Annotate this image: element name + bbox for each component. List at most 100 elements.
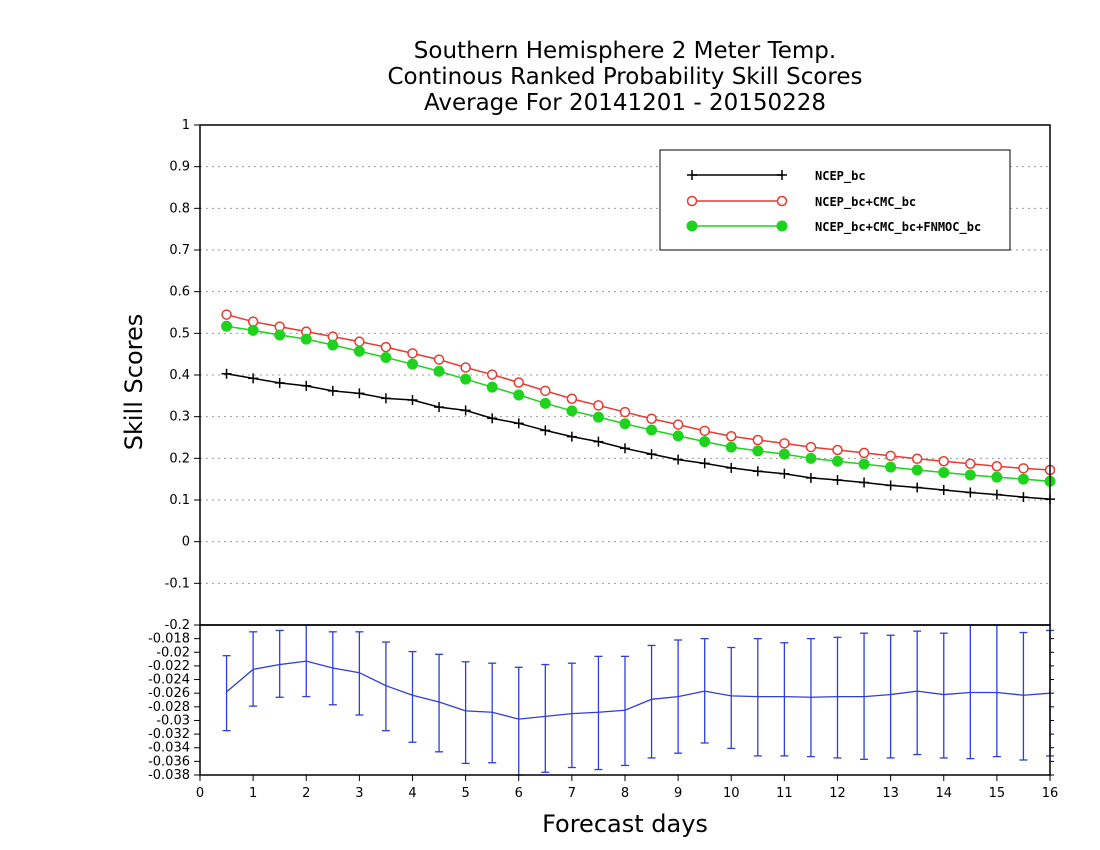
data-point-ncep-cmc-fnmoc: [778, 448, 790, 460]
data-point-ncep-cmc: [380, 341, 392, 353]
x-tick-label: 7: [568, 786, 576, 801]
data-point-ncep: [407, 395, 418, 405]
error-bar: [488, 662, 497, 764]
data-point-ncep: [646, 449, 657, 460]
chart-title-line-3: Average For 20141201 - 20150228: [424, 90, 826, 116]
error-bar: [594, 655, 603, 771]
upper-y-tick-label: 0.3: [169, 410, 190, 425]
data-point-ncep-cmc-fnmoc: [539, 397, 551, 409]
error-bar: [408, 650, 417, 743]
upper-series-group: [221, 309, 1056, 505]
error-bar: [1019, 631, 1028, 761]
data-point-ncep-cmc: [726, 431, 737, 442]
error-bar: [966, 624, 975, 760]
data-point-ncep-cmc: [593, 400, 604, 411]
error-bar: [435, 653, 444, 753]
x-tick-label: 2: [302, 786, 310, 801]
data-point-ncep-cmc: [354, 336, 365, 347]
data-point-ncep: [1018, 492, 1029, 503]
data-point-ncep: [699, 458, 710, 469]
x-tick-label: 9: [674, 786, 682, 801]
error-bar: [886, 634, 895, 759]
lower-y-tick-label: -0.022: [148, 659, 190, 674]
upper-y-tick-label: 0.8: [169, 201, 190, 216]
data-point-ncep-cmc-fnmoc: [938, 467, 950, 478]
legend-entry-ncep: NCEP_bc: [687, 169, 866, 184]
data-point-ncep-cmc-fnmoc: [964, 469, 976, 481]
x-tick-label: 13: [882, 786, 899, 801]
data-point-ncep-cmc-fnmoc: [885, 461, 897, 473]
data-point-ncep-cmc-fnmoc: [619, 418, 631, 430]
data-point-ncep-cmc-fnmoc: [592, 411, 604, 423]
data-point-ncep: [434, 402, 445, 413]
upper-y-tick-label: 0.1: [169, 493, 190, 508]
chart-title-line-2: Continous Ranked Probability Skill Score…: [387, 64, 862, 90]
data-point-ncep-cmc: [566, 393, 578, 404]
x-tick-label: 6: [515, 786, 523, 801]
data-point-ncep-cmc-fnmoc: [725, 441, 737, 453]
y-axis-label: Skill Scores: [120, 314, 148, 451]
data-point-ncep-cmc: [938, 456, 949, 467]
data-point-ncep-cmc: [779, 438, 790, 449]
data-point-ncep-cmc: [885, 450, 896, 462]
data-point-ncep-cmc-fnmoc: [247, 324, 259, 336]
data-point-ncep: [620, 443, 630, 454]
data-point-ncep-cmc: [540, 385, 551, 397]
x-tick-label: 5: [461, 786, 469, 801]
data-point-ncep: [965, 487, 976, 498]
data-point-ncep-cmc-fnmoc: [1017, 473, 1029, 485]
upper-y-tick-label: 0.9: [169, 160, 190, 175]
lower-y-tick-label: -0.026: [148, 686, 190, 701]
upper-y-tick-label-min: -0.2: [165, 618, 190, 633]
lower-y-tick-label: -0.028: [148, 700, 190, 715]
error-bar: [992, 624, 1001, 758]
data-point-ncep-cmc: [407, 348, 418, 359]
data-point-ncep-cmc: [911, 453, 923, 464]
error-bar: [461, 661, 470, 765]
data-point-ncep-cmc-fnmoc: [300, 333, 312, 345]
data-point-ncep: [221, 368, 232, 379]
data-point-ncep-cmc: [672, 419, 684, 430]
data-point-ncep: [805, 472, 816, 483]
upper-y-tick-label: 0.2: [169, 451, 190, 466]
data-point-ncep-cmc: [1018, 463, 1029, 474]
data-point-ncep: [513, 418, 524, 429]
upper-y-tick-label: 0: [182, 535, 190, 550]
diff-mean-line: [226, 660, 1051, 720]
lower-y-tick-label: -0.018: [148, 632, 190, 647]
data-point-ncep-cmc: [991, 461, 1003, 472]
lower-y-tick-label: -0.03: [156, 713, 190, 728]
data-point-ncep: [487, 413, 498, 424]
data-point-ncep-cmc-fnmoc: [513, 389, 525, 401]
upper-y-tick-label: 0.4: [169, 368, 190, 383]
data-point-ncep-cmc: [699, 425, 710, 437]
data-point-ncep: [859, 477, 870, 488]
data-point-ncep: [248, 373, 259, 384]
data-point-ncep-cmc-fnmoc: [486, 381, 498, 393]
data-point-ncep: [274, 377, 285, 388]
data-point-ncep-cmc-fnmoc: [672, 430, 684, 442]
x-tick-label: 15: [989, 786, 1006, 801]
data-point-ncep: [991, 489, 1002, 500]
data-point-ncep: [726, 462, 737, 473]
data-point-ncep: [912, 482, 923, 493]
data-point-ncep-cmc-fnmoc: [221, 320, 233, 332]
data-point-ncep-cmc: [858, 447, 870, 459]
data-point-ncep-cmc-fnmoc: [566, 405, 578, 417]
chart-title-line-1: Southern Hemisphere 2 Meter Temp.: [414, 38, 836, 64]
legend-marker-ncep-right: [777, 170, 787, 180]
legend-marker-ncep-cmc-fnmoc-left: [686, 220, 698, 232]
data-point-ncep-cmc: [433, 354, 445, 365]
legend: NCEP_bc NCEP_bc+CMC_bc NCEP_bc+CMC_bc+FN…: [659, 149, 1011, 251]
legend-entry-ncep-cmc-fnmoc: NCEP_bc+CMC_bc+FNMOC_bc: [686, 220, 981, 235]
legend-marker-ncep-left: [687, 170, 697, 180]
error-bar: [913, 630, 922, 756]
x-tick-label: 10: [723, 786, 740, 801]
lower-y-tick-label: -0.02: [156, 645, 190, 660]
lower-y-tick-label: -0.036: [148, 754, 190, 769]
data-point-ncep: [380, 393, 391, 404]
lower-diff-group: [222, 624, 1054, 776]
data-point-ncep-cmc: [486, 369, 498, 380]
x-tick-label: 4: [408, 786, 416, 801]
